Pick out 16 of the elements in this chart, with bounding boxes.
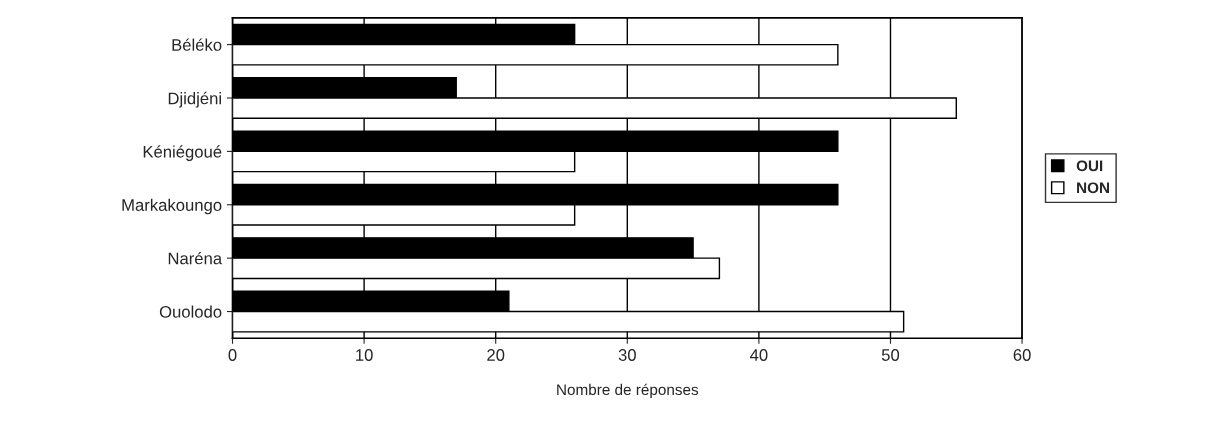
y-tick-label: Djidjéni (168, 91, 221, 108)
y-tick-label: Ouolodo (159, 305, 222, 318)
x-axis-title: Nombre de réponses (557, 383, 699, 399)
x-tick-label: 0 (228, 349, 237, 361)
x-tick-label: 10 (356, 349, 373, 361)
x-tick-label: 30 (618, 349, 636, 361)
y-tick-label: Markakoungo (122, 198, 222, 215)
x-tick-label: 50 (881, 349, 900, 361)
legend-label: NON (1077, 182, 1109, 194)
legend-label: OUI (1076, 160, 1103, 172)
y-tick-label: Kéniégoué (143, 145, 222, 161)
x-tick-label: 20 (487, 349, 505, 361)
y-tick-label: Béléko (172, 38, 222, 51)
x-tick-label: 40 (750, 349, 768, 361)
x-tick-label: 60 (1013, 349, 1031, 361)
y-tick-label: Naréna (168, 251, 223, 265)
